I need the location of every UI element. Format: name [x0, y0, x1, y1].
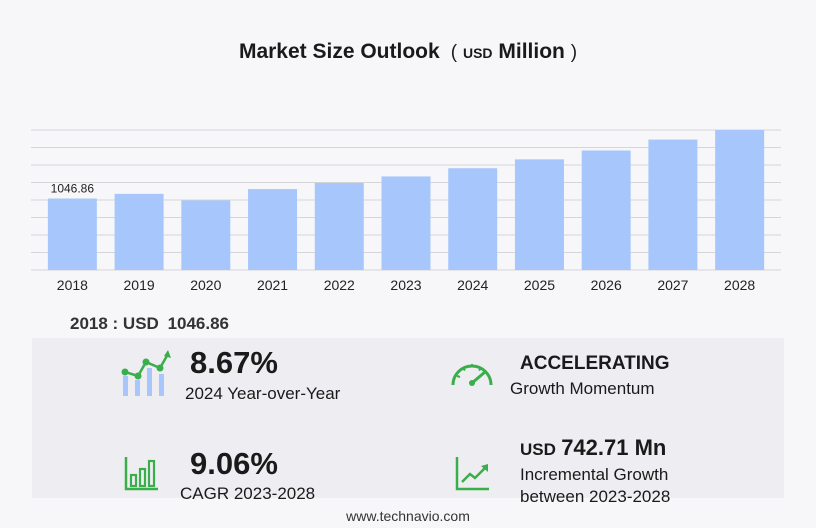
- cagr-value: 9.06%: [190, 446, 278, 481]
- momentum-label: Growth Momentum: [510, 379, 655, 398]
- bar-2023: [381, 176, 431, 270]
- momentum-value: ACCELERATING: [520, 353, 670, 374]
- base-year-label: 2018 : USD: [70, 314, 159, 333]
- incremental-label-2: between 2023-2028: [520, 487, 671, 506]
- x-tick-2022: 2022: [324, 277, 355, 293]
- x-tick-2020: 2020: [190, 277, 221, 293]
- bar-2019: [114, 193, 164, 270]
- bar-2018: [47, 198, 97, 270]
- bar-2020: [181, 200, 231, 270]
- growth-chart-icon: [121, 350, 171, 396]
- bars: [47, 130, 765, 270]
- title-paren-open: (: [445, 42, 458, 63]
- title-main: Market Size Outlook: [238, 40, 440, 63]
- data-labels: 1046.86: [51, 182, 95, 196]
- title-unit: USD: [462, 45, 493, 61]
- bar-2028: [715, 130, 765, 270]
- bar-chart: 1046.86 2018 2019 2020 2021 2022 2023 2024 2025…: [31, 129, 781, 293]
- data-label-2018: 1046.86: [51, 182, 95, 196]
- x-tick-labels: 2018 2019 2020 2021 2022 2023 2024 2025 2026 2027…: [57, 277, 756, 293]
- x-tick-2023: 2023: [390, 277, 421, 293]
- bar-2026: [581, 150, 631, 270]
- bar-2021: [248, 189, 298, 270]
- base-year-stat: 2018 : USD 1046.86: [70, 314, 229, 334]
- x-tick-2021: 2021: [257, 277, 288, 293]
- cagr-label: CAGR 2023-2028: [180, 484, 316, 503]
- incremental-value: 742.71 Mn: [561, 435, 667, 460]
- bar-growth-icon: [124, 457, 158, 491]
- x-tick-2026: 2026: [591, 277, 622, 293]
- x-tick-2028: 2028: [724, 277, 755, 293]
- footer-url: www.technavio.com: [346, 508, 470, 524]
- x-tick-2019: 2019: [124, 277, 155, 293]
- bar-2024: [448, 168, 498, 270]
- bar-2022: [314, 182, 364, 270]
- yoy-label: 2024 Year-over-Year: [185, 384, 341, 403]
- bar-2027: [648, 139, 698, 270]
- chart-title: Market Size Outlook ( USD Million ): [0, 40, 816, 64]
- incremental-unit: USD: [520, 440, 556, 459]
- x-tick-2025: 2025: [524, 277, 555, 293]
- x-tick-2018: 2018: [57, 277, 88, 293]
- title-paren-close: ): [570, 42, 578, 63]
- speedometer-icon: [451, 364, 493, 386]
- title-unit-word: Million: [498, 40, 565, 63]
- x-tick-2027: 2027: [657, 277, 688, 293]
- trend-up-icon: [455, 457, 489, 491]
- kpi-panel: [32, 338, 784, 498]
- bar-2025: [514, 159, 564, 270]
- x-tick-2024: 2024: [457, 277, 488, 293]
- yoy-value: 8.67%: [190, 345, 278, 380]
- incremental-value-row: USD 742.71 Mn: [520, 435, 666, 461]
- incremental-label-1: Incremental Growth: [520, 465, 669, 484]
- base-year-value: 1046.86: [167, 314, 230, 333]
